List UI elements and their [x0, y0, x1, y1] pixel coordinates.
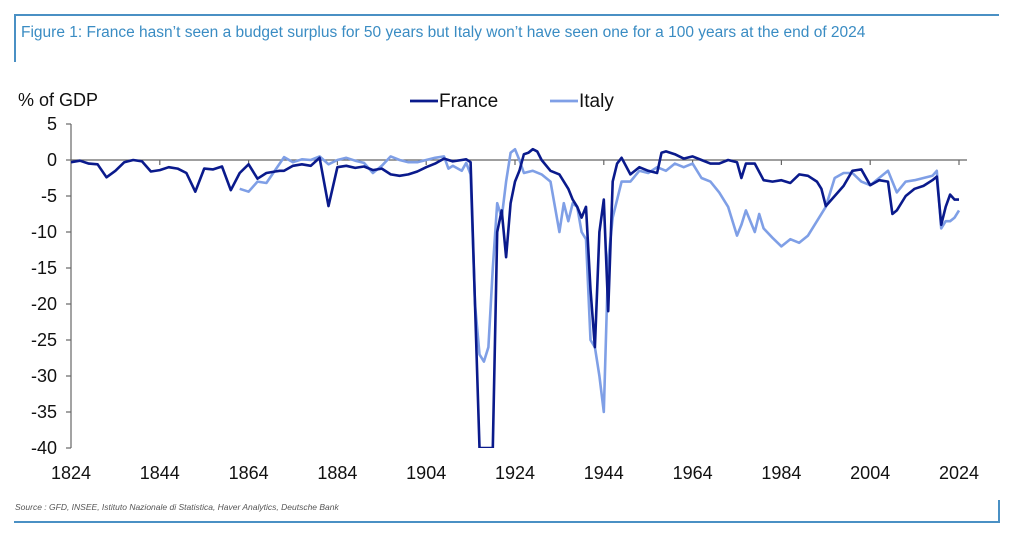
y-axis-title: % of GDP [18, 90, 98, 110]
series-layer [71, 147, 961, 448]
frame-bottom-border [14, 521, 1000, 523]
x-tick-label: 1984 [761, 463, 801, 483]
y-tick-label: -40 [31, 438, 57, 458]
x-tick-label: 1924 [495, 463, 535, 483]
y-tick-label: 0 [47, 150, 57, 170]
legend-label-italy: Italy [579, 91, 614, 112]
x-tick-label: 1884 [317, 463, 357, 483]
x-tick-label: 1864 [229, 463, 269, 483]
y-tick-label: -15 [31, 258, 57, 278]
y-tick-label: -20 [31, 294, 57, 314]
figure-title: Figure 1: France hasn’t seen a budget su… [21, 24, 866, 41]
legend-label-france: France [439, 91, 498, 112]
chart: 5 0 -5 -10 -15 -20 -25 -30 -35 -40 1824 1844 1864 188… [18, 90, 979, 483]
y-tick-label: -35 [31, 402, 57, 422]
frame-top-border [14, 14, 999, 16]
y-tick-label: -10 [31, 222, 57, 242]
x-tick-label: 1964 [673, 463, 713, 483]
x-tick-label: 2024 [939, 463, 979, 483]
axes: 5 0 -5 -10 -15 -20 -25 -30 -35 -40 1824 1844 1864 188… [31, 114, 979, 483]
x-tick-label: 2004 [850, 463, 890, 483]
series-line-france [71, 147, 959, 448]
source-note: Source : GFD, INSEE, Istituto Nazionale … [15, 502, 339, 512]
x-tick-label: 1944 [584, 463, 624, 483]
y-tick-label: -25 [31, 330, 57, 350]
y-tick-label: 5 [47, 114, 57, 134]
legend: France Italy [410, 91, 614, 112]
series-line-italy [239, 147, 961, 414]
x-tick-label: 1824 [51, 463, 91, 483]
frame-right-border [998, 500, 1000, 523]
frame-left-border [14, 14, 16, 62]
x-tick-label: 1844 [140, 463, 180, 483]
y-tick-label: -5 [41, 186, 57, 206]
x-tick-label: 1904 [406, 463, 446, 483]
y-tick-label: -30 [31, 366, 57, 386]
